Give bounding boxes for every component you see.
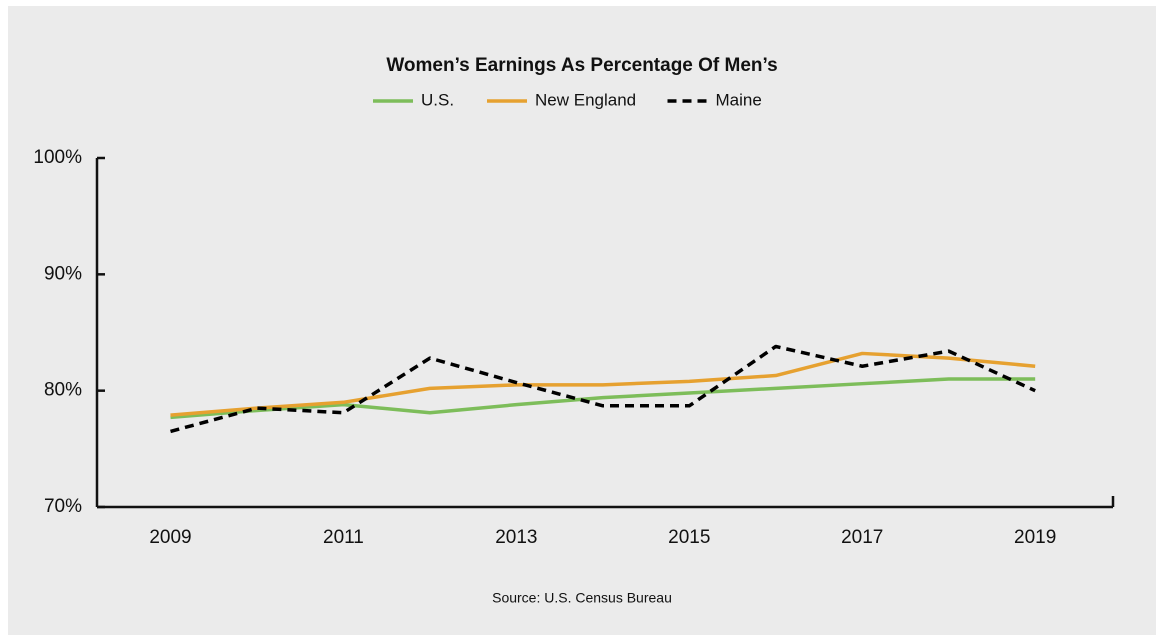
legend-label: Maine bbox=[716, 90, 762, 109]
x-tick-label: 2019 bbox=[1014, 527, 1056, 548]
series-line bbox=[170, 377, 1036, 420]
chart-background bbox=[8, 6, 1156, 635]
y-tick-label: 100% bbox=[33, 147, 82, 168]
y-tick-label: 90% bbox=[44, 263, 82, 284]
legend-label: U.S. bbox=[421, 90, 454, 109]
series-line bbox=[170, 344, 1036, 434]
legend-label: New England bbox=[535, 90, 636, 109]
x-tick-label: 2009 bbox=[149, 527, 191, 548]
source-note: Source: U.S. Census Bureau bbox=[492, 590, 672, 606]
x-tick-label: 2015 bbox=[668, 527, 710, 548]
x-tick-label: 2011 bbox=[323, 527, 364, 548]
x-tick-label: 2013 bbox=[495, 527, 537, 548]
y-tick-label: 70% bbox=[44, 496, 82, 517]
y-tick-label: 80% bbox=[44, 380, 82, 401]
chart-title: Women’s Earnings As Percentage Of Men’s bbox=[386, 55, 777, 76]
series-line bbox=[170, 351, 1036, 417]
x-tick-label: 2017 bbox=[841, 527, 883, 548]
